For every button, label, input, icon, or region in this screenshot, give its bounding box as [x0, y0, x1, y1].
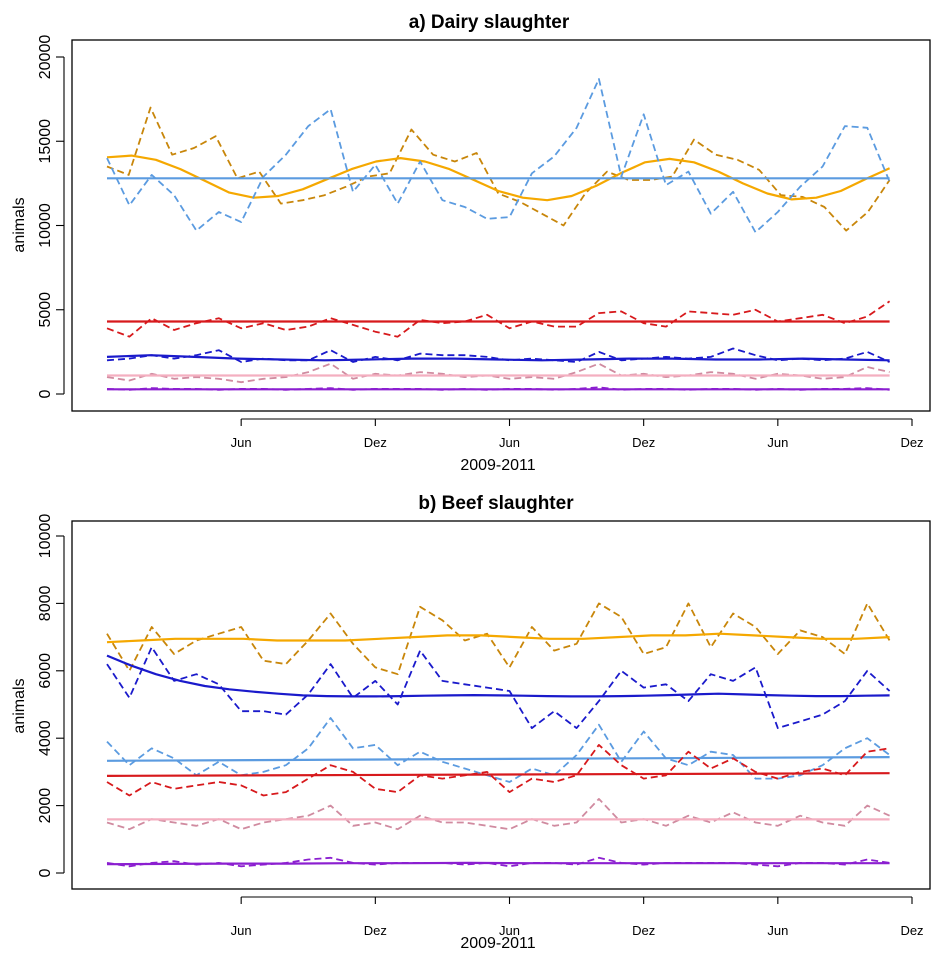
- y-tick-label: 4000: [37, 720, 54, 756]
- y-axis-label-b: animals: [11, 678, 28, 733]
- series-fitted-line: [106, 772, 890, 778]
- series-observed-line: [106, 347, 890, 363]
- series-observed-line: [106, 106, 891, 232]
- series-observed-line: [106, 78, 891, 234]
- series-observed-line: [106, 300, 891, 338]
- x-tick-label: Dez: [632, 923, 655, 938]
- x-tick-label: Jun: [231, 923, 252, 938]
- y-tick-label: 10000: [37, 514, 54, 559]
- series-observed-line: [106, 602, 891, 676]
- series-observed-line: [106, 798, 890, 831]
- x-tick-label: Jun: [499, 435, 520, 450]
- series-fitted-line: [106, 755, 890, 762]
- x-tick-label: Dez: [632, 435, 655, 450]
- series-fitted-line: [106, 354, 890, 362]
- series-observed-line: [106, 744, 890, 797]
- y-tick-label: 8000: [37, 586, 54, 622]
- y-tick-label: 10000: [37, 203, 54, 248]
- series-observed-line: [106, 717, 891, 783]
- y-tick-label: 0: [37, 389, 54, 398]
- series-fitted-line: [106, 154, 891, 202]
- y-axis-label-a: animals: [11, 197, 28, 252]
- series-fitted-line: [106, 861, 890, 866]
- x-tick-label: Dez: [364, 435, 387, 450]
- chart-title-a: a) Dairy slaughter: [409, 12, 570, 33]
- y-tick-label: 6000: [37, 653, 54, 689]
- series-observed-line: [106, 646, 891, 729]
- panel-a: a) Dairy slaughter animals 2009-2011 0 50…: [11, 12, 931, 474]
- y-tick-label: 20000: [37, 35, 54, 80]
- series-fitted-line: [106, 654, 890, 698]
- x-tick-label: Dez: [900, 923, 923, 938]
- y-tick-label: 15000: [37, 119, 54, 164]
- y-tick-label: 5000: [37, 292, 54, 328]
- plot-frame-a: [71, 39, 931, 412]
- x-tick-label: Dez: [364, 923, 387, 938]
- x-tick-label: Dez: [900, 435, 923, 450]
- x-tick-label: Jun: [231, 435, 252, 450]
- y-tick-label: 0: [37, 868, 54, 877]
- x-tick-label: Jun: [767, 923, 788, 938]
- series-fitted-line: [106, 632, 890, 644]
- x-tick-label: Jun: [767, 435, 788, 450]
- x-axis-label-b: 2009-2011: [460, 935, 535, 952]
- chart-title-b: b) Beef slaughter: [418, 493, 574, 514]
- plot-frame-b: [71, 520, 931, 890]
- x-axis-label-a: 2009-2011: [460, 457, 535, 474]
- x-tick-label: Jun: [499, 923, 520, 938]
- y-tick-label: 2000: [37, 788, 54, 824]
- series-observed-line: [106, 362, 890, 384]
- panel-b: b) Beef slaughter animals 2009-2011 0 200…: [11, 493, 931, 952]
